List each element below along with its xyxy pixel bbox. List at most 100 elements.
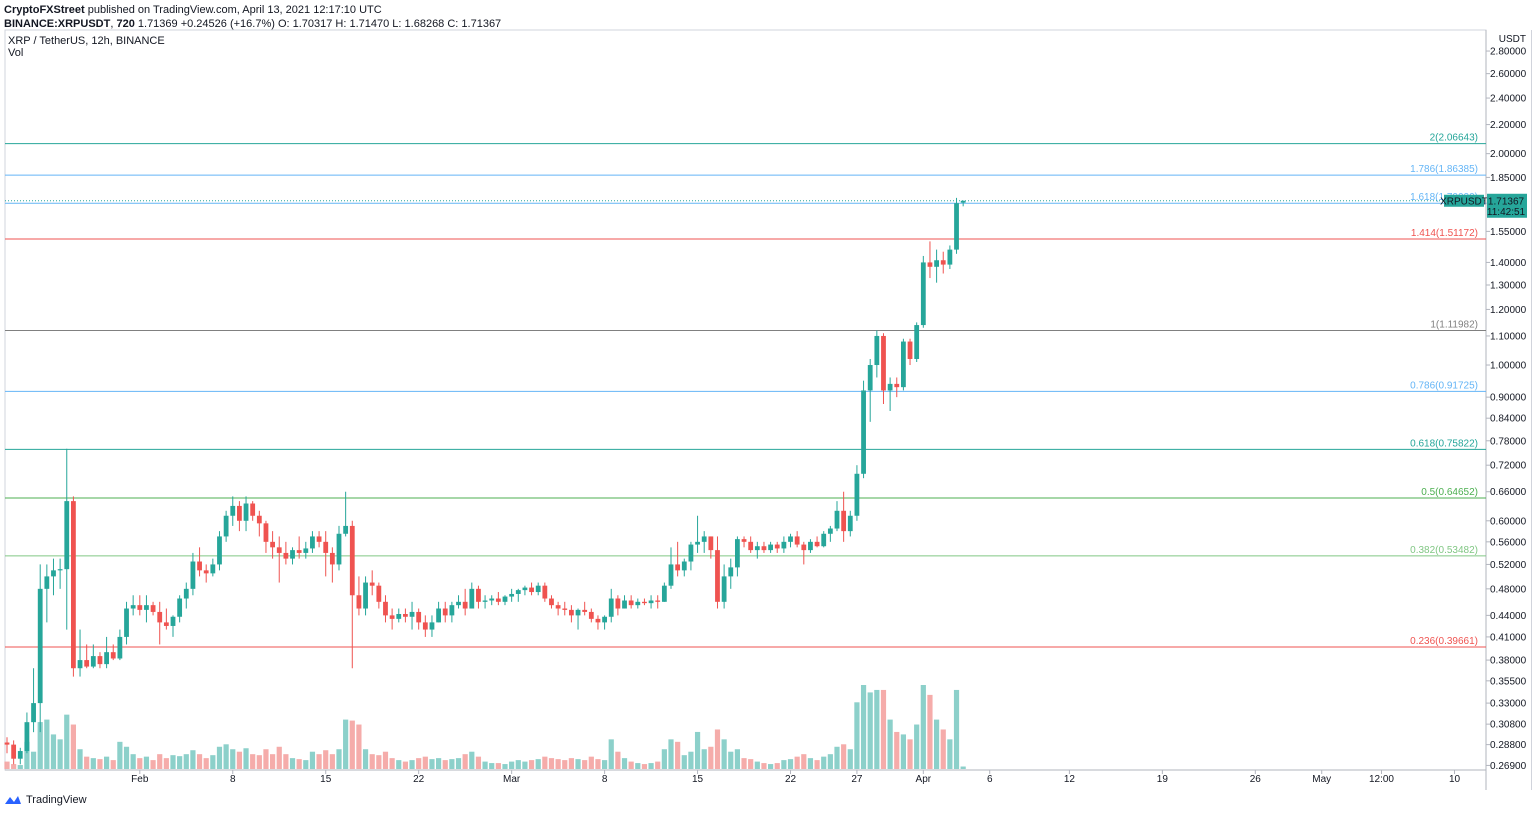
candle-body (642, 601, 647, 604)
volume-bar (867, 692, 873, 769)
candle-body (708, 536, 714, 551)
candle-body (436, 608, 441, 623)
volume-bar (256, 755, 262, 769)
candle-body (177, 598, 183, 617)
volume-bar (84, 756, 90, 769)
tradingview-logo-icon (5, 796, 21, 804)
last-price-badge (1487, 193, 1527, 218)
candle-body (11, 744, 17, 759)
candle-body (542, 585, 548, 599)
volume-bar (934, 719, 940, 769)
volume-bar (502, 764, 508, 769)
candle-body (761, 546, 767, 551)
volume-bar (329, 754, 335, 769)
candle-body (124, 608, 129, 637)
volume-bar (104, 756, 110, 769)
y-tick-label: 0.44000 (1490, 611, 1527, 622)
axis-right-edge (1531, 30, 1532, 790)
candle-body (788, 536, 793, 542)
tradingview-logo[interactable]: TradingView (4, 794, 87, 806)
volume-bar (110, 760, 116, 769)
volume-bar (177, 756, 183, 769)
volume-bar (309, 751, 316, 769)
volume-bar (661, 749, 667, 769)
candle-body (237, 505, 242, 521)
volume-bar (801, 754, 807, 769)
volume-bar (953, 689, 960, 769)
volume-bar (515, 760, 521, 769)
volume-bar (774, 763, 780, 769)
fib-level-label: 0.236(0.39661) (1410, 636, 1478, 647)
candle-body (588, 611, 594, 619)
volume-bar (283, 754, 289, 769)
x-tick-label: 26 (1250, 774, 1262, 785)
candle-body (794, 536, 800, 545)
y-tick-label: 0.84000 (1490, 414, 1527, 425)
candle-body (270, 541, 275, 548)
candle-body (396, 613, 402, 619)
candle-body (403, 613, 408, 617)
volume-bar (263, 749, 269, 769)
volume-bar (701, 749, 707, 769)
y-tick-label: 0.48000 (1490, 584, 1527, 595)
candle-body (960, 200, 966, 203)
y-tick-label: 0.35500 (1490, 676, 1527, 687)
volume-bar (323, 750, 329, 769)
candle-body (748, 541, 754, 551)
volume-bar (668, 739, 674, 769)
volume-bar (236, 751, 242, 769)
volume-bar (303, 760, 309, 769)
volume-bar (489, 763, 495, 769)
publisher-name[interactable]: CryptoFXStreet (4, 4, 85, 16)
candle-body (728, 567, 734, 577)
volume-bar (894, 731, 900, 769)
fib-level-label: 1(1.11982) (1430, 320, 1478, 331)
symbol-tag: XRPUSDT (1440, 196, 1488, 207)
candle-body (217, 536, 222, 565)
volume-bar (615, 751, 621, 769)
volume-bar (694, 731, 701, 769)
candle-body (515, 590, 521, 594)
candle-body (920, 262, 926, 326)
volume-bar (595, 759, 601, 769)
volume-bar (734, 749, 740, 769)
volume-bar (123, 746, 130, 769)
volume-bar (17, 765, 23, 769)
candle-body (71, 501, 76, 669)
candle-body (383, 601, 388, 616)
y-tick-label: 0.26900 (1490, 761, 1527, 772)
volume-bar (436, 758, 442, 769)
x-tick-label: 10 (1449, 774, 1461, 785)
volume-bar (754, 761, 760, 769)
candle-body (310, 536, 315, 549)
candle-body (847, 515, 853, 532)
volume-bar (210, 755, 216, 769)
candle-body (489, 598, 495, 601)
volume-bar (50, 734, 57, 769)
candle-body (595, 618, 601, 623)
candle-body (901, 341, 906, 388)
volume-bar (714, 729, 721, 769)
candle-body (316, 536, 322, 542)
chart-header: CryptoFXStreet published on TradingView.… (4, 4, 502, 30)
volume-bar (216, 746, 223, 769)
candle-body (170, 616, 176, 626)
candle-body (934, 260, 939, 267)
candle-body (163, 622, 169, 626)
candle-body (735, 539, 740, 568)
y-tick-label: 0.28800 (1490, 740, 1527, 751)
candle-body (276, 547, 282, 553)
x-tick-label: 12 (1064, 774, 1076, 785)
y-tick-label: 1.55000 (1490, 227, 1527, 238)
y-tick-label: 2.40000 (1490, 94, 1527, 105)
volume-bar (230, 749, 236, 769)
candle-body (661, 585, 667, 602)
candle-body (422, 622, 428, 630)
volume-bar (907, 739, 913, 769)
x-tick-label: 27 (851, 774, 863, 785)
volume-bar (528, 760, 535, 769)
candle-body (203, 570, 209, 574)
candle-body (781, 541, 787, 549)
candle-body (449, 605, 455, 616)
